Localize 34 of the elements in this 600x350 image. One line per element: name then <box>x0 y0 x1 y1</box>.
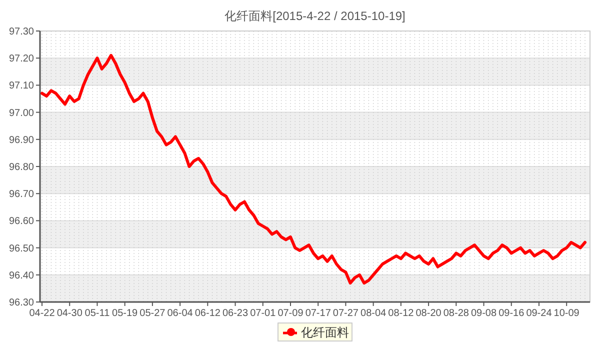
y-tick-label: 97.20 <box>8 54 34 65</box>
y-tick-label: 96.60 <box>8 216 34 228</box>
x-tick-label: 05-19 <box>112 308 138 319</box>
y-tick-label: 97.10 <box>8 80 34 92</box>
y-tick-label: 97.30 <box>8 26 34 38</box>
x-tick-label: 04-30 <box>56 308 83 319</box>
legend: 化纤面料 <box>278 322 352 342</box>
x-tick-label: 05-27 <box>140 308 166 319</box>
y-tick-label: 96.40 <box>8 270 34 282</box>
x-tick-label: 10-09 <box>554 308 580 319</box>
legend-label: 化纤面料 <box>301 326 349 340</box>
chart-title: 化纤面料[2015-4-22 / 2015-10-19] <box>224 9 406 23</box>
x-tick-label: 07-01 <box>250 308 276 319</box>
x-tick-label: 07-27 <box>332 308 359 319</box>
x-tick-label: 06-04 <box>167 308 194 319</box>
y-tick-label: 96.50 <box>8 243 34 254</box>
x-tick-label: 09-16 <box>498 308 525 319</box>
x-tick-label: 06-23 <box>222 308 248 319</box>
x-tick-label: 08-12 <box>388 308 414 319</box>
y-tick-label: 96.80 <box>8 162 34 173</box>
y-tick-label: 96.90 <box>8 134 34 146</box>
x-tick-label: 08-20 <box>416 308 442 319</box>
x-tick-label: 07-17 <box>305 308 332 319</box>
x-tick-label: 08-04 <box>360 308 387 319</box>
x-tick-label: 05-11 <box>84 308 110 319</box>
y-tick-label: 96.70 <box>8 189 34 200</box>
x-tick-label: 09-08 <box>470 308 497 319</box>
y-tick-label: 96.30 <box>8 298 34 308</box>
x-tick-label: 06-12 <box>194 308 221 319</box>
y-tick-label: 97.00 <box>8 108 34 119</box>
x-tick-label: 09-24 <box>526 308 552 319</box>
x-tick-label: 08-28 <box>443 308 470 319</box>
x-tick-label: 07-09 <box>278 308 304 319</box>
x-tick-label: 04-22 <box>29 308 56 319</box>
